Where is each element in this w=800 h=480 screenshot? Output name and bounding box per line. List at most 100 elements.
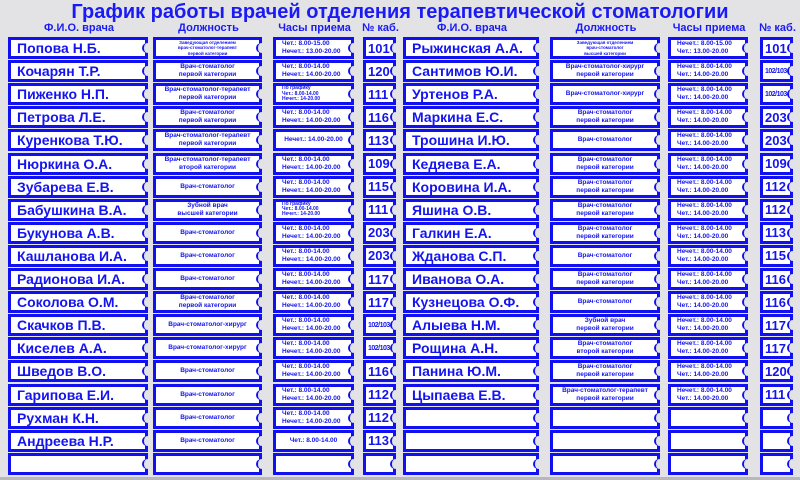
doctor-name-cell: Пиженко Н.П. bbox=[8, 83, 152, 106]
room-cell: 112 bbox=[760, 198, 797, 221]
hours-cell: Чет.: 8.00-14.00 Нечет.: 14.00-20.00 bbox=[273, 291, 358, 314]
room-cell: 116 bbox=[760, 268, 797, 290]
hours-line: Чет.: 14.00-20.00 bbox=[677, 140, 729, 148]
position-cell: Врач-стоматолог-терапевт первой категории bbox=[550, 383, 664, 406]
hours-line: Чет.: 14.00-20.00 bbox=[677, 117, 729, 125]
room-cell: 102/103 bbox=[363, 314, 400, 337]
doctor-name-cell: Иванова О.А. bbox=[403, 268, 543, 290]
hours-line: Чет.: 14.00-20.00 bbox=[677, 209, 729, 217]
hours-line: Чет.: 14.00-20.00 bbox=[677, 94, 729, 102]
doctor-name-cell: Скачков П.В. bbox=[8, 314, 152, 337]
doctor-name-cell: Попова Н.Б. bbox=[8, 37, 152, 59]
doctor-name-cell: Кочарян Т.Р. bbox=[8, 60, 152, 83]
room-number: 111 bbox=[368, 86, 389, 102]
hours-cell: Чет.: 8.00-15.00 Нечет.: 13.00-20.00 bbox=[273, 37, 358, 59]
doctor-name: Цыпаева Е.В. bbox=[412, 386, 506, 403]
doctor-name: Попова Н.Б. bbox=[17, 40, 101, 56]
hours-line: Нечет.: 8.00-14.00 bbox=[677, 271, 732, 278]
doctor-name: Панина Ю.М. bbox=[412, 363, 501, 380]
position-line: врач-стоматолог bbox=[586, 45, 624, 51]
room-number: 116 bbox=[368, 363, 389, 379]
doctor-name: Кедяева Е.А. bbox=[412, 155, 501, 172]
room-number: 102/103 bbox=[765, 90, 787, 98]
hours-line: Нечет.: 8.00-14.00 bbox=[677, 363, 732, 371]
room-cell: 115 bbox=[363, 175, 400, 198]
hours-line: Нечет.: 8.00-14.00 bbox=[677, 386, 732, 394]
room-cell: 117 bbox=[363, 268, 400, 290]
position-cell: Зубной врач первой категории bbox=[550, 314, 664, 337]
position-cell: Врач-стоматолог первой категории bbox=[550, 360, 664, 383]
doctor-name: Коровина И.А. bbox=[412, 178, 512, 195]
doctor-name-cell: Галкин Е.А. bbox=[403, 221, 543, 244]
position-cell: Врач-стоматолог-хирург bbox=[153, 314, 266, 337]
position-line: Врач-стоматолог-терапевт bbox=[164, 86, 251, 94]
position-line: Врач-стоматолог bbox=[577, 340, 633, 348]
doctor-name-cell: Рощина А.Н. bbox=[403, 337, 543, 360]
position-cell: Врач-стоматолог-хирург bbox=[153, 337, 266, 360]
position-cell bbox=[153, 452, 266, 475]
hours-line: Нечет.: 14.00-20.00 bbox=[282, 325, 341, 333]
doctor-name-cell: Алыева Н.М. bbox=[403, 314, 543, 337]
hours-cell: Нечет.: 8.00-14.00 Чет.: 14.00-20.00 bbox=[668, 291, 752, 314]
doctor-name-cell bbox=[8, 452, 152, 475]
hours-cell: Нечет.: 8.00-14.00 Чет.: 14.00-20.00 bbox=[668, 106, 752, 129]
room-cell: 109 bbox=[363, 152, 400, 175]
doctor-name: Киселев А.А. bbox=[17, 340, 107, 357]
room-number: 203 bbox=[368, 225, 390, 241]
position-line: второй категории bbox=[576, 348, 634, 356]
doctor-name: Андреева Н.Р. bbox=[17, 432, 114, 449]
position-line: второй категории bbox=[179, 163, 236, 171]
doctor-name-cell: Петрова Л.Е. bbox=[8, 106, 152, 129]
position-line: Врач-стоматолог bbox=[180, 109, 235, 117]
position-line: Врач-стоматолог bbox=[180, 413, 235, 421]
doctor-name: Куренкова Т.Ю. bbox=[17, 132, 123, 149]
room-number: 117 bbox=[368, 294, 389, 310]
room-number: 101 bbox=[368, 40, 390, 56]
hours-line: Нечет.: 8.00-14.00 bbox=[677, 247, 732, 255]
hours-line: Чет.: 8.00-15.00 bbox=[282, 40, 330, 47]
header-hours: Часы приема bbox=[672, 22, 746, 34]
position-line: Зубной врач bbox=[187, 201, 228, 209]
doctor-name-cell: Сантимов Ю.И. bbox=[403, 60, 543, 83]
doctor-name: Трошина И.Ю. bbox=[412, 132, 510, 149]
doctor-name-cell: Радионова И.А. bbox=[8, 268, 152, 290]
room-cell: 112 bbox=[363, 406, 400, 429]
doctor-name: Шведов В.О. bbox=[17, 363, 106, 380]
doctor-name-cell: Трошина И.Ю. bbox=[403, 129, 543, 152]
position-line: Врач-стоматолог bbox=[180, 275, 235, 282]
position-line: Врач-стоматолог bbox=[180, 390, 235, 398]
hours-line: Чет.: 8.00-14.00 bbox=[282, 224, 330, 232]
hours-cell: Чет.: 8.00-14.00 Нечет.: 14.00-20.00 bbox=[273, 106, 358, 129]
header-hours: Часы приема bbox=[278, 22, 351, 34]
hours-line: По графику bbox=[282, 200, 311, 207]
position-line: первой категории bbox=[576, 325, 634, 333]
hours-cell: Нечет.: 8.00-14.00 Чет.: 14.00-20.00 bbox=[668, 83, 752, 106]
room-number: 115 bbox=[765, 248, 786, 264]
hours-cell: Нечет.: 8.00-14.00 Чет.: 14.00-20.00 bbox=[668, 129, 752, 152]
position-line: первой категории bbox=[178, 71, 237, 79]
position-line: первой категории bbox=[576, 232, 634, 240]
position-line: Врач-стоматолог bbox=[577, 155, 633, 163]
position-line: первой категории bbox=[178, 140, 237, 148]
hours-cell: Нечет.: 8.00-14.00 Чет.: 14.00-20.00 bbox=[668, 360, 752, 383]
doctor-name: Букунова А.В. bbox=[17, 224, 115, 241]
doctor-name: Пиженко Н.П. bbox=[17, 86, 109, 103]
doctor-name-cell: Рыжинская А.А. bbox=[403, 37, 543, 59]
position-line: Врач-стоматолог bbox=[180, 228, 235, 236]
hours-line: Чет.: 14.00-20.00 bbox=[677, 348, 729, 356]
doctor-name: Кочарян Т.Р. bbox=[17, 63, 101, 80]
hours-line: Нечет.: 8.00-14.00 bbox=[677, 155, 732, 163]
doctor-name: Рухман К.Н. bbox=[17, 409, 99, 426]
hours-line: Чет.: 14.00-20.00 bbox=[677, 279, 729, 286]
hours-line: Нечет.: 14.00-20.00 bbox=[282, 348, 341, 356]
room-cell bbox=[760, 406, 797, 429]
hours-line: Нечет.: 8.00-14.00 bbox=[677, 317, 732, 325]
position-line: первой категории bbox=[576, 186, 634, 194]
doctor-name: Кашланова И.А. bbox=[17, 247, 127, 264]
hours-line: Нечет.: 14.00-20.00 bbox=[282, 417, 341, 425]
hours-line: Чет.: 8.00-14.00 bbox=[282, 340, 330, 348]
hours-cell: Чет.: 8.00-14.00 Нечет.: 14.00-20.00 bbox=[273, 175, 358, 198]
position-line: Заведующая отделением bbox=[179, 40, 236, 46]
position-cell: Врач-стоматолог первой категории bbox=[550, 152, 664, 175]
position-cell: Врач-стоматолог bbox=[153, 429, 266, 452]
